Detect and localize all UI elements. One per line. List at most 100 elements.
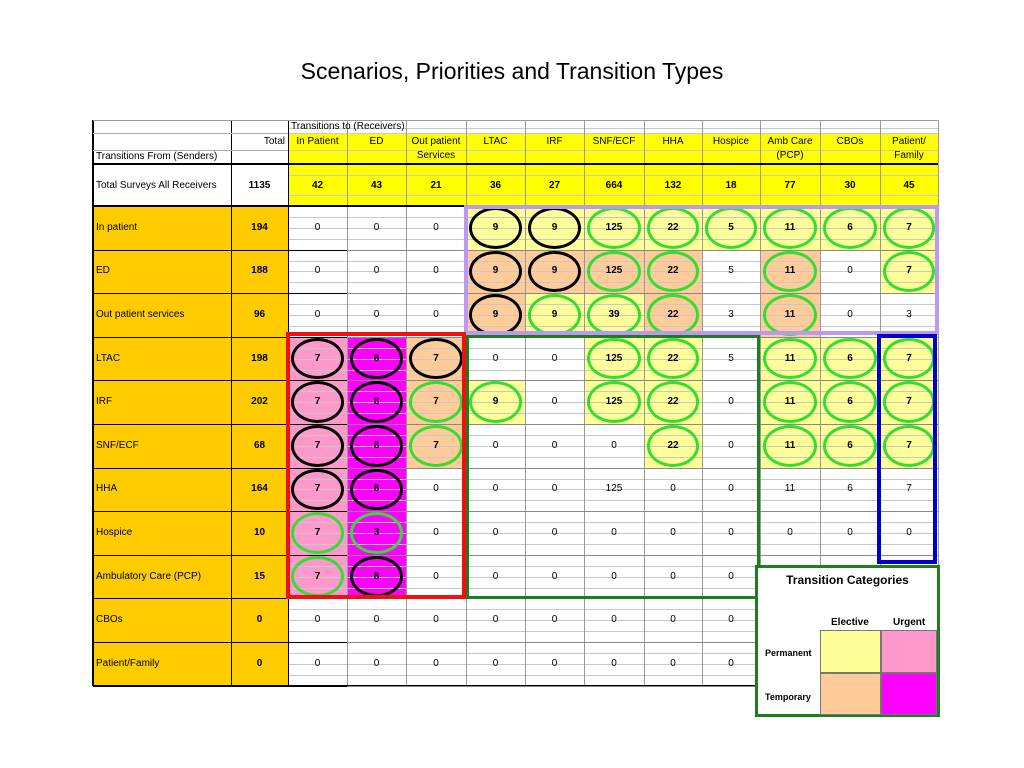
matrix-cell-value: 0 bbox=[314, 614, 321, 626]
transition-categories-legend: Transition Categories Elective Urgent Pe… bbox=[755, 565, 940, 717]
matrix-cell-value: 0 bbox=[551, 527, 558, 538]
matrix-cell-value: 7 bbox=[906, 439, 912, 451]
receiver-header: ED bbox=[369, 136, 384, 147]
cell-oval bbox=[291, 381, 344, 423]
matrix-cell-value: 0 bbox=[551, 439, 558, 451]
matrix-cell-value: 0 bbox=[314, 309, 321, 320]
grid-line bbox=[288, 174, 938, 176]
receiver-header: Amb Care bbox=[767, 136, 813, 147]
cell-oval bbox=[350, 381, 403, 423]
matrix-cell-value: 0 bbox=[847, 265, 853, 277]
matrix-cell-value: 3 bbox=[728, 309, 734, 320]
grid-line bbox=[288, 587, 938, 589]
cell-oval bbox=[291, 337, 344, 380]
totals-row-value: 30 bbox=[844, 180, 856, 191]
cell-oval bbox=[528, 250, 581, 293]
receivers-header-band bbox=[288, 133, 938, 164]
grid-line bbox=[93, 249, 347, 251]
grid-line bbox=[347, 423, 938, 425]
grid-line bbox=[288, 499, 938, 501]
grid-line bbox=[288, 478, 938, 480]
receiver-header: SNF/ECF bbox=[592, 136, 636, 147]
grid-line bbox=[347, 379, 938, 381]
sender-row-label: HHA bbox=[96, 483, 118, 495]
grid-line bbox=[347, 641, 938, 643]
legend-col-urgent: Urgent bbox=[893, 617, 926, 628]
grid-line bbox=[347, 249, 938, 251]
grid-line bbox=[347, 510, 938, 512]
grid-line bbox=[759, 120, 761, 686]
matrix-cell-value: 0 bbox=[492, 352, 499, 364]
receiver-header-line2: Services bbox=[416, 150, 456, 161]
grid-line bbox=[347, 292, 938, 294]
matrix-cell-value: 0 bbox=[373, 265, 380, 277]
matrix-cell-value: 6 bbox=[847, 396, 853, 408]
grid-line bbox=[93, 132, 288, 134]
matrix-cell-value: 8 bbox=[373, 570, 380, 582]
matrix-cell-value: 0 bbox=[551, 614, 558, 626]
matrix-cell-value: 7 bbox=[906, 221, 912, 233]
matrix-cell-value: 5 bbox=[728, 221, 734, 233]
matrix-cell-value: 22 bbox=[667, 396, 679, 408]
totals-row-value: 42 bbox=[311, 180, 324, 191]
grid-line bbox=[288, 149, 938, 151]
grid-line bbox=[93, 149, 288, 151]
receiver-header-line2: Family bbox=[894, 150, 924, 161]
matrix-cell-value: 0 bbox=[551, 657, 558, 669]
totals-row-value: 21 bbox=[430, 180, 442, 191]
matrix-cell-value: 0 bbox=[492, 439, 499, 451]
matrix-cell-value: 6 bbox=[847, 439, 853, 451]
receiver-header: Patient/ bbox=[892, 136, 926, 147]
matrix-cell-value: 11 bbox=[784, 352, 796, 364]
matrix-cell-value: 0 bbox=[433, 570, 439, 582]
matrix-cell-value: 0 bbox=[847, 527, 853, 538]
cell-oval bbox=[763, 381, 817, 423]
matrix-cell-value: 0 bbox=[728, 614, 734, 626]
matrix-cell-value: 0 bbox=[670, 527, 676, 538]
matrix-cell-value: 0 bbox=[551, 352, 558, 364]
matrix-cell-value: 0 bbox=[728, 483, 734, 495]
receiver-header: Hospice bbox=[712, 136, 750, 147]
cell-oval bbox=[469, 250, 522, 293]
grid-line bbox=[93, 554, 347, 556]
grid-line bbox=[93, 641, 347, 643]
cell-oval bbox=[469, 381, 522, 423]
grid-line bbox=[643, 120, 645, 686]
matrix-cell-value: 0 bbox=[906, 527, 912, 538]
sender-row-total: 15 bbox=[253, 570, 266, 582]
grid-line bbox=[288, 488, 938, 490]
totals-row-value: 27 bbox=[548, 180, 561, 191]
page-title: Scenarios, Priorities and Transition Typ… bbox=[300, 58, 724, 84]
sender-row-label: LTAC bbox=[96, 352, 121, 364]
cell-oval bbox=[587, 381, 641, 423]
matrix-cell-value: 39 bbox=[608, 309, 620, 320]
cell-oval bbox=[647, 337, 699, 380]
matrix-cell-value: 7 bbox=[314, 527, 321, 538]
matrix-cell-value: 0 bbox=[847, 309, 853, 320]
matrix-cell-value: 7 bbox=[433, 439, 439, 451]
sender-row-label: Patient/Family bbox=[96, 657, 160, 669]
grid-line bbox=[288, 127, 938, 129]
matrix-cell-value: 125 bbox=[605, 483, 623, 495]
matrix-cell-value: 0 bbox=[611, 657, 617, 669]
grid-line bbox=[288, 608, 938, 610]
matrix-cell-value: 11 bbox=[784, 439, 796, 451]
matrix-cell-value: 11 bbox=[784, 221, 796, 233]
grid-line bbox=[288, 434, 938, 436]
cell-oval bbox=[823, 425, 877, 467]
matrix-cell-value: 7 bbox=[314, 483, 321, 495]
matrix-cell-value: 6 bbox=[847, 221, 853, 233]
sender-row-label: Hospice bbox=[96, 527, 133, 538]
matrix-cell-value: 0 bbox=[670, 614, 676, 626]
cell-oval bbox=[350, 337, 403, 380]
grid-line bbox=[288, 565, 938, 567]
matrix-cell-value: 5 bbox=[728, 352, 734, 364]
cell-oval bbox=[647, 250, 699, 293]
sender-row-label: IRF bbox=[96, 396, 113, 408]
matrix-cell-value: 0 bbox=[314, 265, 321, 277]
matrix-cell-value: 0 bbox=[551, 570, 558, 582]
grid-line bbox=[288, 543, 938, 545]
matrix-cell-value: 125 bbox=[605, 221, 623, 233]
matrix-cell-value: 0 bbox=[551, 396, 558, 408]
grid-line bbox=[347, 554, 938, 556]
